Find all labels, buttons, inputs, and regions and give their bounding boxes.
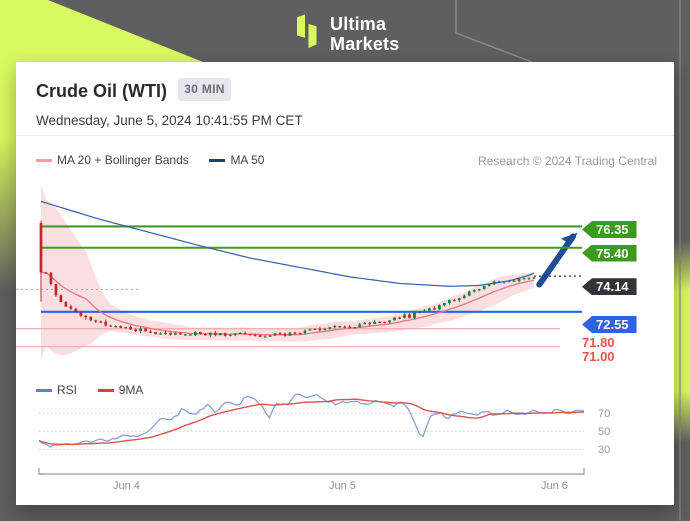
svg-text:30: 30 <box>598 444 610 456</box>
svg-text:50: 50 <box>598 426 610 438</box>
